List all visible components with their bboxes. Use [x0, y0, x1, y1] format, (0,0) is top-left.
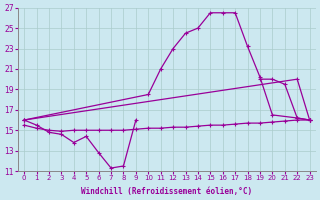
X-axis label: Windchill (Refroidissement éolien,°C): Windchill (Refroidissement éolien,°C): [81, 187, 252, 196]
